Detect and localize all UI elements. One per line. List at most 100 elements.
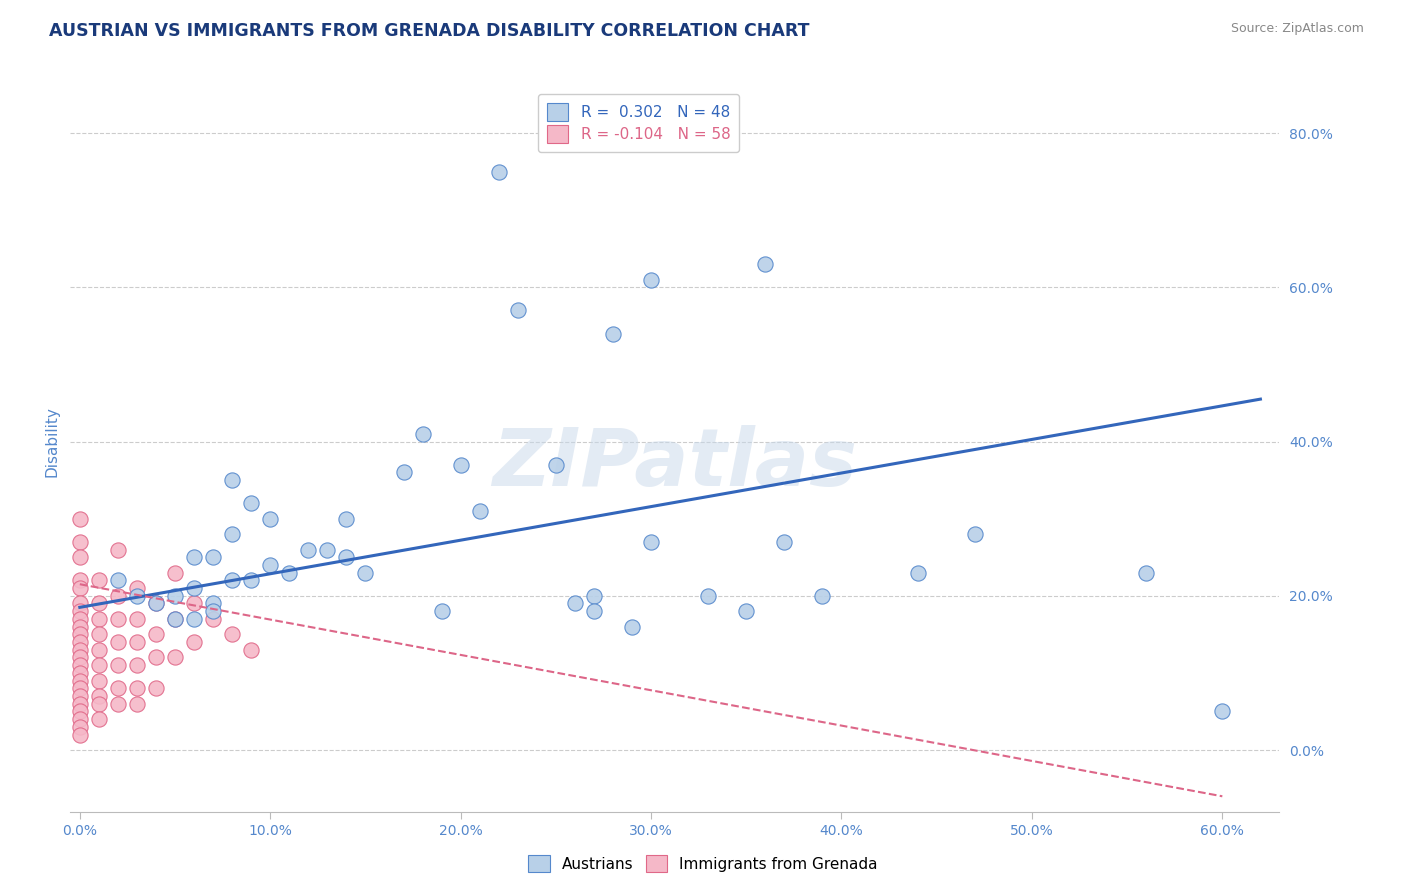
Point [354, 566, 377, 580]
Point [392, 466, 415, 480]
Point [259, 511, 281, 525]
Point [69, 673, 91, 688]
Point [1135, 566, 1157, 580]
Point [907, 566, 929, 580]
Point [240, 642, 263, 657]
Point [602, 326, 624, 341]
Point [582, 604, 605, 618]
Point [69, 720, 91, 734]
Point [107, 658, 129, 673]
Point [202, 550, 225, 565]
Point [640, 272, 662, 286]
Point [107, 635, 129, 649]
Point [87, 689, 110, 703]
Point [87, 627, 110, 641]
Point [145, 597, 167, 611]
Point [163, 612, 186, 626]
Point [107, 612, 129, 626]
Point [183, 612, 205, 626]
Point [506, 303, 529, 318]
Point [69, 689, 91, 703]
Text: ZIPatlas: ZIPatlas [492, 425, 858, 503]
Point [69, 597, 91, 611]
Point [183, 581, 205, 595]
Point [107, 574, 129, 588]
Point [544, 458, 567, 472]
Point [87, 697, 110, 711]
Point [468, 504, 491, 518]
Point [69, 642, 91, 657]
Point [125, 589, 148, 603]
Point [125, 581, 148, 595]
Point [107, 681, 129, 696]
Point [145, 597, 167, 611]
Point [183, 597, 205, 611]
Point [87, 658, 110, 673]
Point [145, 627, 167, 641]
Point [125, 681, 148, 696]
Point [69, 728, 91, 742]
Point [183, 550, 205, 565]
Point [69, 650, 91, 665]
Point [69, 712, 91, 726]
Point [163, 589, 186, 603]
Point [69, 697, 91, 711]
Point [488, 164, 510, 178]
Text: AUSTRIAN VS IMMIGRANTS FROM GRENADA DISABILITY CORRELATION CHART: AUSTRIAN VS IMMIGRANTS FROM GRENADA DISA… [49, 22, 810, 40]
Point [87, 612, 110, 626]
Point [69, 681, 91, 696]
Point [240, 496, 263, 510]
Point [221, 527, 243, 541]
Point [316, 542, 339, 557]
Point [69, 635, 91, 649]
Point [87, 574, 110, 588]
Point [163, 612, 186, 626]
Point [69, 665, 91, 680]
Point [87, 673, 110, 688]
Point [125, 697, 148, 711]
Point [69, 534, 91, 549]
Point [240, 574, 263, 588]
Point [145, 650, 167, 665]
Legend: Austrians, Immigrants from Grenada: Austrians, Immigrants from Grenada [520, 847, 886, 880]
Point [735, 604, 758, 618]
Point [297, 542, 319, 557]
Legend: R =  0.302   N = 48, R = -0.104   N = 58: R = 0.302 N = 48, R = -0.104 N = 58 [537, 94, 740, 152]
Point [87, 712, 110, 726]
Point [69, 658, 91, 673]
Point [221, 574, 243, 588]
Point [335, 550, 357, 565]
Point [69, 619, 91, 633]
Point [412, 426, 434, 441]
Point [221, 627, 243, 641]
Point [564, 597, 586, 611]
Point [87, 642, 110, 657]
Point [640, 534, 662, 549]
Point [259, 558, 281, 572]
Point [125, 612, 148, 626]
Point [183, 635, 205, 649]
Point [202, 597, 225, 611]
Point [69, 705, 91, 719]
Point [125, 635, 148, 649]
Point [697, 589, 720, 603]
Point [107, 589, 129, 603]
Point [69, 550, 91, 565]
Point [125, 658, 148, 673]
Point [107, 542, 129, 557]
Point [335, 511, 357, 525]
Point [621, 619, 644, 633]
Point [69, 581, 91, 595]
Point [202, 604, 225, 618]
Point [811, 589, 834, 603]
Y-axis label: Disability: Disability [44, 406, 59, 477]
Point [754, 257, 776, 271]
Point [145, 681, 167, 696]
Point [582, 589, 605, 603]
Point [107, 697, 129, 711]
Point [69, 511, 91, 525]
Point [450, 458, 472, 472]
Text: Source: ZipAtlas.com: Source: ZipAtlas.com [1230, 22, 1364, 36]
Point [69, 627, 91, 641]
Point [202, 612, 225, 626]
